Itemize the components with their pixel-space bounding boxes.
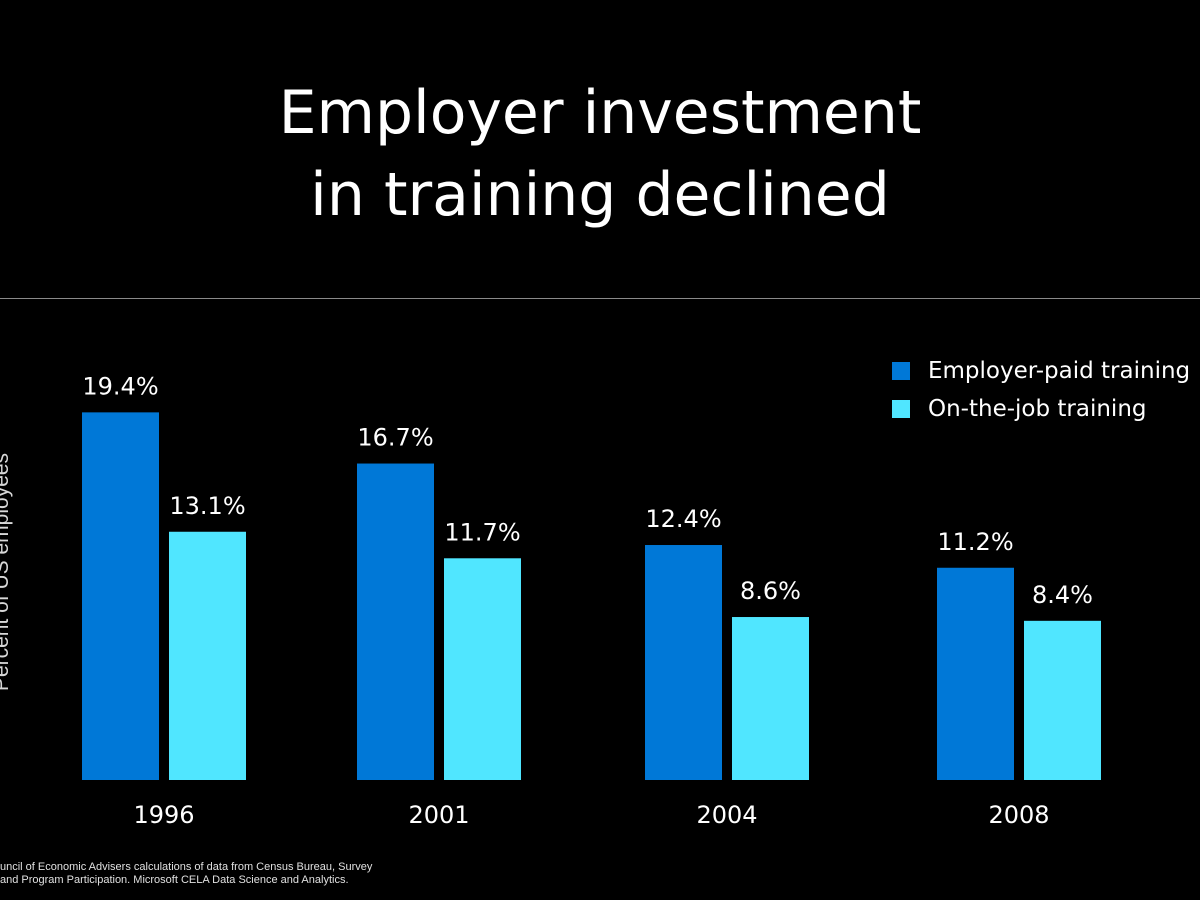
- bar-employer-paid-training-2004: [645, 545, 722, 780]
- legend-item-employer-paid: Employer-paid training: [892, 352, 1200, 390]
- data-label-on-the-job-training-2008: 8.4%: [1032, 581, 1093, 609]
- data-label-employer-paid-training-1996: 19.4%: [82, 372, 158, 400]
- source-note-line-2: and Program Participation. Microsoft CEL…: [0, 874, 349, 886]
- x-tick-label-2001: 2001: [408, 801, 469, 829]
- chart-title: Employer investment in training declined: [0, 72, 1200, 236]
- bar-employer-paid-training-2008: [937, 567, 1014, 780]
- chart-title-line-2: in training declined: [310, 160, 890, 230]
- x-tick-label-1996: 1996: [133, 801, 194, 829]
- legend-label-on-the-job: On-the-job training: [928, 396, 1147, 422]
- data-label-on-the-job-training-1996: 13.1%: [169, 492, 245, 520]
- x-tick-label-2008: 2008: [988, 801, 1049, 829]
- legend-swatch-on-the-job: [892, 400, 910, 418]
- source-note-line-1: uncil of Economic Advisers calculations …: [0, 861, 373, 873]
- data-label-on-the-job-training-2001: 11.7%: [444, 518, 520, 546]
- chart-legend: Employer-paid training On-the-job traini…: [892, 352, 1200, 428]
- x-tick-label-2004: 2004: [696, 801, 757, 829]
- legend-label-employer-paid: Employer-paid training: [928, 358, 1191, 384]
- bar-on-the-job-training-2004: [732, 617, 809, 780]
- data-label-employer-paid-training-2001: 16.7%: [357, 424, 433, 452]
- chart-title-line-1: Employer investment: [278, 78, 922, 148]
- data-label-on-the-job-training-2004: 8.6%: [740, 577, 801, 605]
- data-label-employer-paid-training-2008: 11.2%: [937, 528, 1013, 556]
- legend-swatch-employer-paid: [892, 362, 910, 380]
- bar-employer-paid-training-1996: [82, 412, 159, 780]
- bar-on-the-job-training-1996: [169, 531, 246, 780]
- data-label-employer-paid-training-2004: 12.4%: [645, 505, 721, 533]
- bar-employer-paid-training-2001: [357, 463, 434, 780]
- title-divider: [0, 298, 1200, 299]
- legend-item-on-the-job: On-the-job training: [892, 390, 1200, 428]
- source-note: uncil of Economic Advisers calculations …: [0, 861, 420, 887]
- bar-on-the-job-training-2001: [444, 558, 521, 780]
- bar-on-the-job-training-2008: [1024, 620, 1101, 780]
